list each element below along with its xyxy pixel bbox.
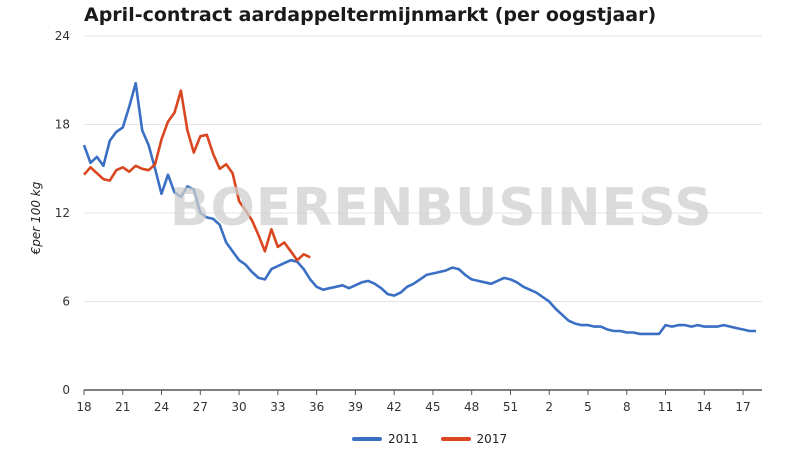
- x-tick-label: 48: [464, 400, 479, 414]
- x-tick-label: 45: [425, 400, 440, 414]
- grid-lines: [84, 35, 762, 391]
- legend-item-2011[interactable]: 2011: [352, 432, 419, 446]
- x-tick-label: 18: [76, 400, 91, 414]
- x-tick-label: 24: [154, 400, 169, 414]
- legend-swatch-2011: [352, 437, 382, 441]
- y-tick-label: 24: [55, 29, 70, 43]
- legend-item-2017[interactable]: 2017: [440, 432, 508, 446]
- legend-label-2017: 2017: [476, 432, 508, 446]
- x-tick-label: 14: [697, 400, 712, 414]
- y-tick-label: 6: [62, 295, 70, 309]
- x-tick-label: 17: [735, 400, 750, 414]
- x-tick-label: 5: [584, 400, 592, 414]
- x-tick-label: 11: [658, 400, 673, 414]
- x-tick-label: 51: [503, 400, 518, 414]
- x-tick-label: 33: [270, 400, 285, 414]
- x-tick-label: 39: [348, 400, 363, 414]
- legend: 2011 2017: [352, 432, 507, 446]
- x-tick-label: 8: [623, 400, 631, 414]
- y-tick-label: 18: [55, 118, 70, 132]
- y-tick-label: 0: [62, 383, 70, 397]
- series-line-2011[interactable]: [82, 81, 756, 336]
- x-tick-label: 42: [387, 400, 402, 414]
- y-axis-label: €per 100 kg: [29, 181, 43, 255]
- x-tick-label: 21: [115, 400, 130, 414]
- watermark-logo: BOERENBUSINESS: [170, 178, 713, 238]
- x-tick-label: 30: [231, 400, 246, 414]
- y-tick-label: 12: [55, 206, 70, 220]
- x-tick-label: 2: [545, 400, 553, 414]
- series-lines: [82, 81, 756, 336]
- x-tick-label: 27: [193, 400, 208, 414]
- axis-labels: 0 6 12 18 24 18 21 24 27 30 33 36 39 42 45 48 51 2 5 8 11 14 1…: [55, 29, 751, 414]
- series-line-2017[interactable]: [83, 89, 311, 262]
- legend-swatch-2017: [440, 437, 471, 441]
- chart-title: April-contract aardappeltermijnmarkt (pe…: [84, 4, 657, 26]
- legend-label-2011: 2011: [388, 432, 419, 446]
- x-tick-label: 36: [309, 400, 324, 414]
